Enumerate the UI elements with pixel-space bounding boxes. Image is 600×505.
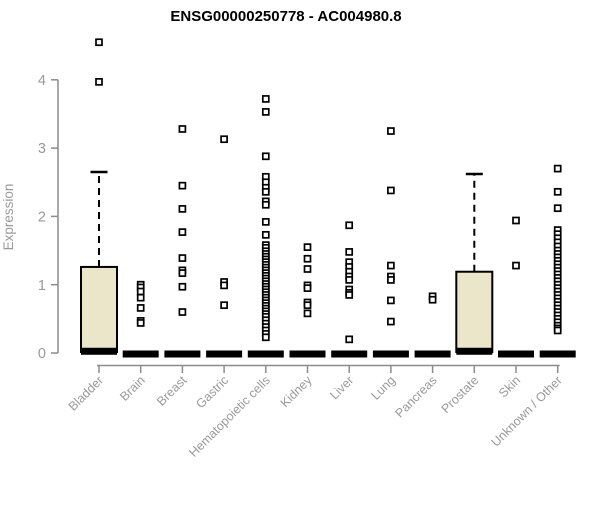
median-bar bbox=[247, 350, 284, 358]
median-bar bbox=[289, 350, 326, 358]
outlier-point bbox=[512, 261, 520, 270]
outlier-point bbox=[178, 254, 187, 262]
median-bar bbox=[414, 350, 451, 358]
outlier-point bbox=[261, 200, 270, 209]
outlier-point bbox=[136, 319, 145, 327]
outlier-point bbox=[345, 335, 354, 344]
outlier-point bbox=[512, 216, 520, 225]
outlier-point bbox=[95, 77, 103, 86]
outlier-point bbox=[220, 135, 228, 144]
outlier-point bbox=[178, 205, 187, 213]
outlier-point bbox=[261, 108, 270, 116]
boxplot-brain bbox=[122, 280, 159, 358]
outlier-point bbox=[261, 230, 270, 239]
outlier-point bbox=[261, 187, 270, 196]
x-category-label: Skin bbox=[496, 373, 523, 400]
outlier-point bbox=[345, 221, 354, 230]
page-title: ENSG00000250778 - AC004980.8 bbox=[170, 8, 402, 25]
outlier-point bbox=[553, 204, 562, 213]
outlier-point bbox=[178, 269, 187, 277]
outlier-point bbox=[345, 291, 354, 299]
outlier-point bbox=[387, 261, 395, 270]
outlier-point bbox=[136, 293, 145, 302]
y-tick-label: 2 bbox=[38, 209, 46, 225]
x-category-label: Unknown / Other bbox=[489, 373, 565, 449]
boxplot-prostate bbox=[455, 172, 494, 355]
outlier-point bbox=[261, 95, 270, 103]
median-bar bbox=[498, 350, 534, 358]
x-category-label: Breast bbox=[154, 373, 190, 409]
boxplot-unknown-other bbox=[539, 164, 576, 358]
outlier-point bbox=[387, 127, 395, 135]
outlier-point bbox=[261, 218, 270, 226]
outlier-point bbox=[428, 295, 437, 304]
median-bar bbox=[164, 350, 201, 358]
outlier-point bbox=[220, 281, 228, 290]
outlier-point bbox=[303, 301, 312, 310]
boxplot-pancreas bbox=[414, 292, 451, 358]
outlier-point bbox=[220, 301, 228, 310]
outlier-point bbox=[303, 254, 312, 263]
outlier-point bbox=[95, 38, 103, 47]
boxplot-breast bbox=[164, 125, 201, 358]
boxplot-bladder bbox=[80, 38, 118, 355]
x-category-label: Liver bbox=[327, 373, 356, 402]
outlier-point bbox=[303, 243, 312, 251]
boxplot-liver bbox=[331, 221, 368, 358]
y-tick-label: 0 bbox=[38, 346, 46, 362]
outlier-point bbox=[303, 309, 312, 318]
median-bar bbox=[372, 350, 409, 358]
x-category-label: Hematopoietic cells bbox=[186, 373, 273, 460]
boxplot-hematopoietic-cells bbox=[247, 95, 284, 358]
median-bar bbox=[206, 350, 243, 358]
outlier-point bbox=[178, 282, 187, 291]
x-category-label: Pancreas bbox=[392, 373, 439, 420]
y-tick-label: 3 bbox=[38, 141, 46, 157]
boxplot-gastric bbox=[206, 135, 243, 358]
x-category-label: Prostate bbox=[439, 373, 482, 416]
outlier-point bbox=[178, 181, 187, 190]
outlier-point bbox=[387, 276, 395, 284]
box bbox=[455, 270, 494, 353]
median-bar bbox=[122, 350, 159, 358]
outlier-point bbox=[261, 333, 270, 342]
outlier-point bbox=[261, 152, 270, 161]
outlier-point bbox=[387, 186, 395, 195]
median-bar bbox=[81, 347, 117, 355]
boxplot-kidney bbox=[289, 243, 326, 358]
outlier-point bbox=[387, 317, 395, 326]
boxplot-lung bbox=[372, 127, 409, 358]
outlier-point bbox=[303, 284, 312, 292]
y-tick-label: 1 bbox=[38, 278, 46, 294]
boxplot-skin bbox=[498, 216, 534, 358]
outlier-point bbox=[136, 304, 145, 312]
outlier-point bbox=[136, 287, 145, 296]
y-tick-label: 4 bbox=[38, 73, 46, 89]
box bbox=[80, 265, 118, 353]
median-bar bbox=[539, 350, 576, 358]
outlier-point bbox=[345, 248, 354, 256]
x-category-label: Brain bbox=[117, 373, 148, 404]
outlier-point bbox=[345, 276, 354, 284]
x-category-label: Gastric bbox=[193, 373, 231, 411]
outlier-point bbox=[178, 125, 187, 133]
median-bar bbox=[456, 347, 493, 355]
outlier-point bbox=[553, 326, 562, 335]
outlier-point bbox=[178, 308, 187, 316]
median-bar bbox=[331, 350, 368, 358]
x-category-label: Lung bbox=[368, 373, 398, 403]
outlier-point bbox=[553, 164, 562, 173]
x-category-label: Bladder bbox=[66, 373, 106, 413]
outlier-point bbox=[387, 296, 395, 305]
outlier-point bbox=[178, 228, 187, 236]
x-category-label: Kidney bbox=[278, 373, 315, 410]
y-axis: 0 1 2 3 4 bbox=[38, 73, 59, 362]
outlier-point bbox=[303, 265, 312, 273]
outlier-point bbox=[553, 187, 562, 196]
